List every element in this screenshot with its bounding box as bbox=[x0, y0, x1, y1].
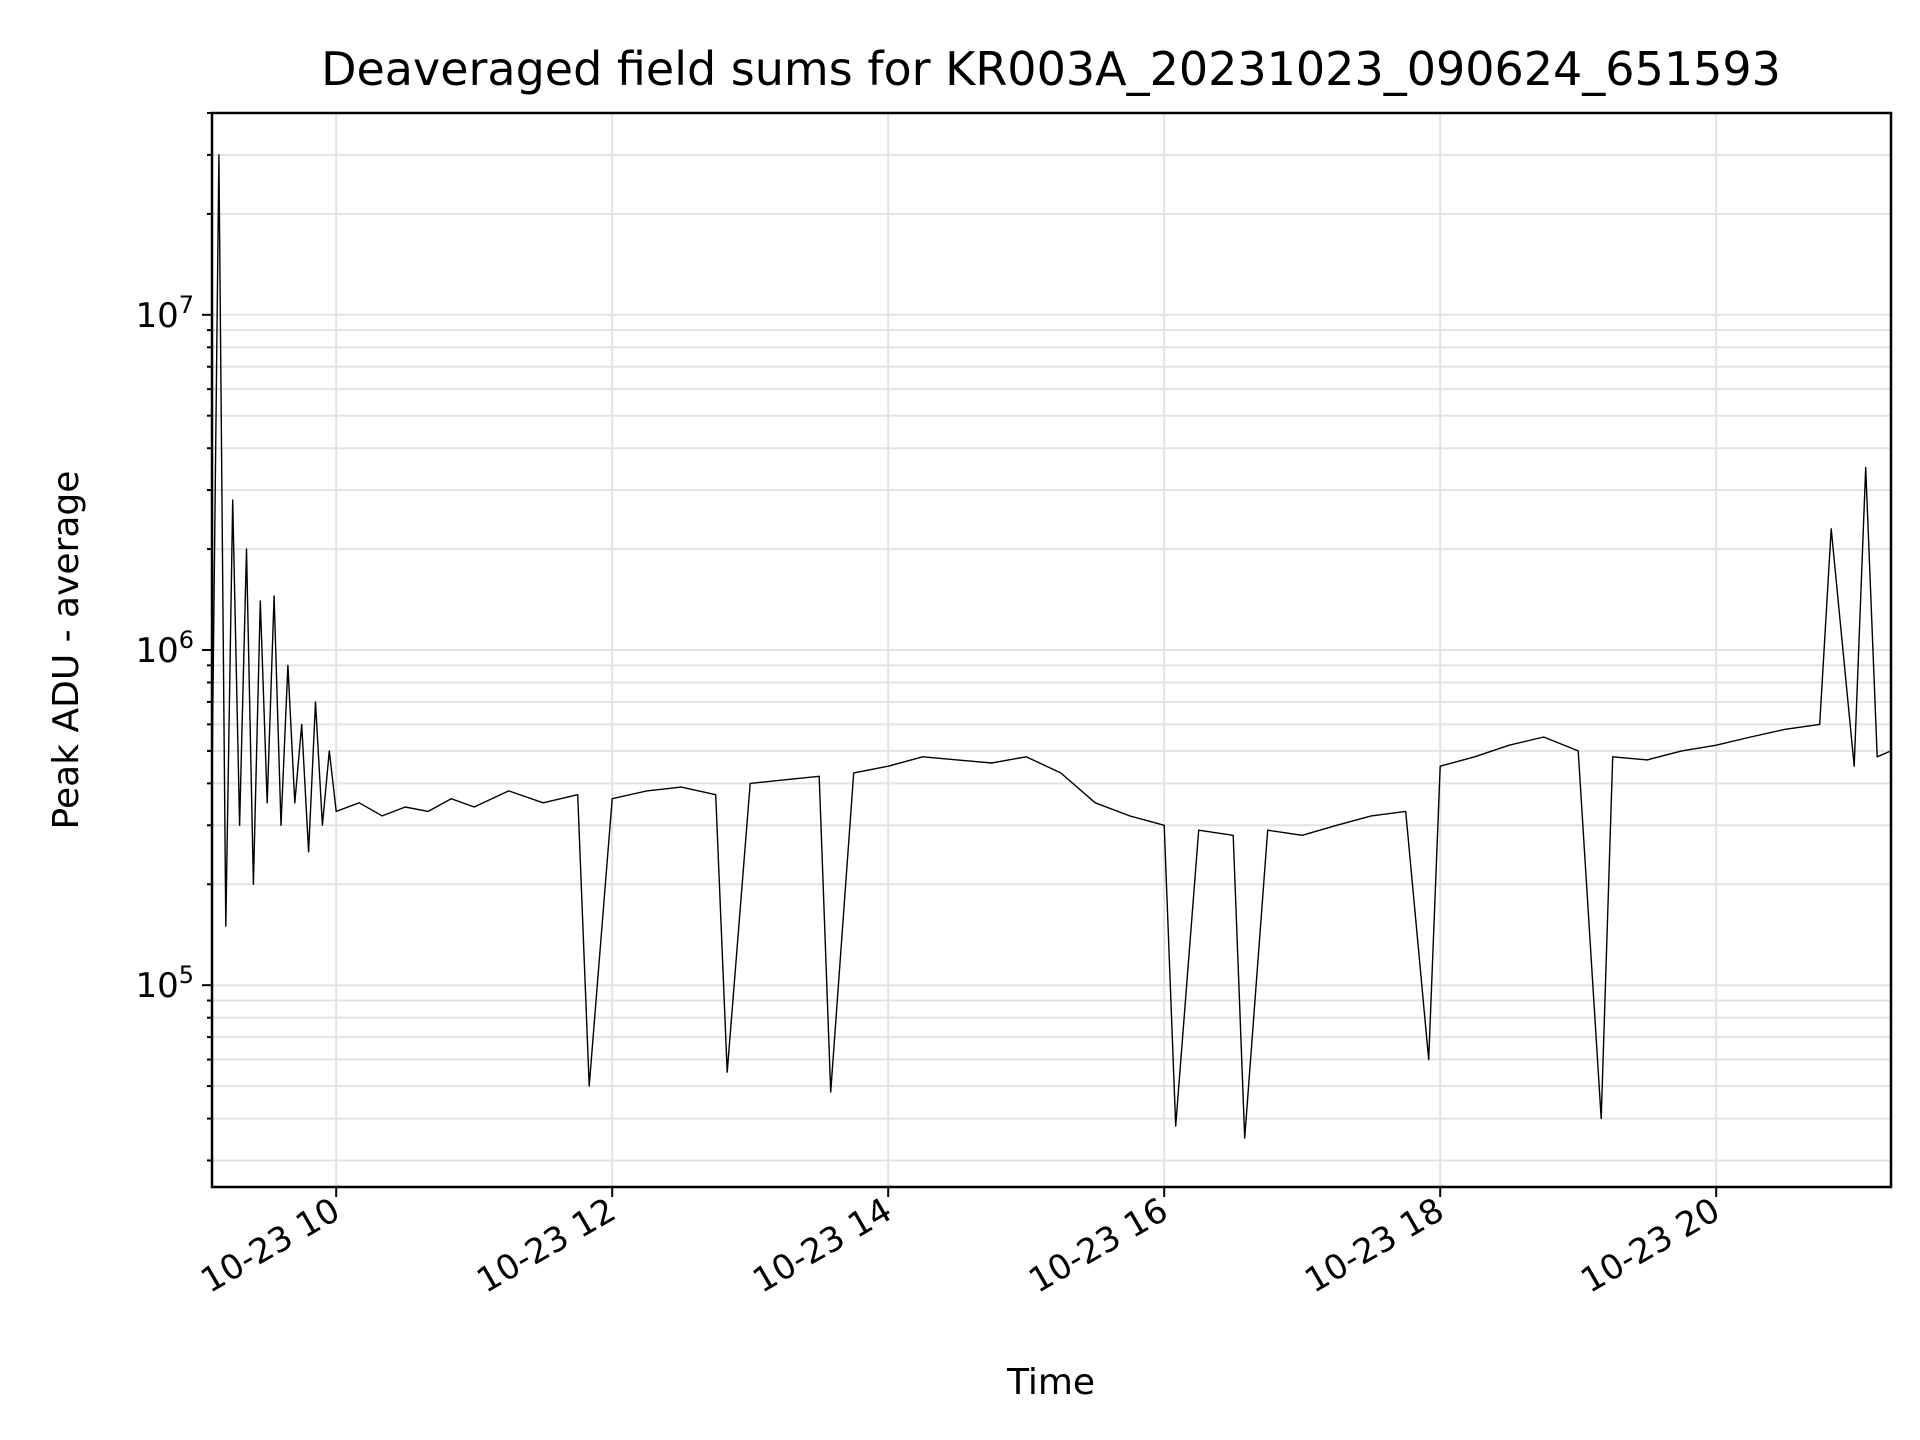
y-tick-label: 107 bbox=[135, 291, 194, 336]
x-tick-label: 10-23 20 bbox=[1574, 1190, 1726, 1301]
data-series-line bbox=[211, 154, 1892, 1139]
x-tick-label: 10-23 10 bbox=[194, 1190, 346, 1301]
x-tick-label: 10-23 14 bbox=[746, 1190, 898, 1301]
tick-layer: 10-23 10 10-23 12 10-23 14 10-23 16 10-23 18… bbox=[135, 112, 1727, 1301]
grid-layer bbox=[212, 112, 1891, 1187]
y-axis-label: Peak ADU - average bbox=[46, 471, 87, 830]
y-tick-label: 106 bbox=[135, 626, 194, 671]
x-tick-label: 10-23 16 bbox=[1022, 1190, 1174, 1301]
chart-title: Deaveraged field sums for KR003A_2023102… bbox=[321, 42, 1781, 96]
x-tick-label: 10-23 18 bbox=[1298, 1190, 1450, 1301]
y-tick-label: 105 bbox=[135, 961, 194, 1006]
x-axis-label: Time bbox=[1006, 1362, 1095, 1403]
x-tick-label: 10-23 12 bbox=[470, 1190, 622, 1301]
